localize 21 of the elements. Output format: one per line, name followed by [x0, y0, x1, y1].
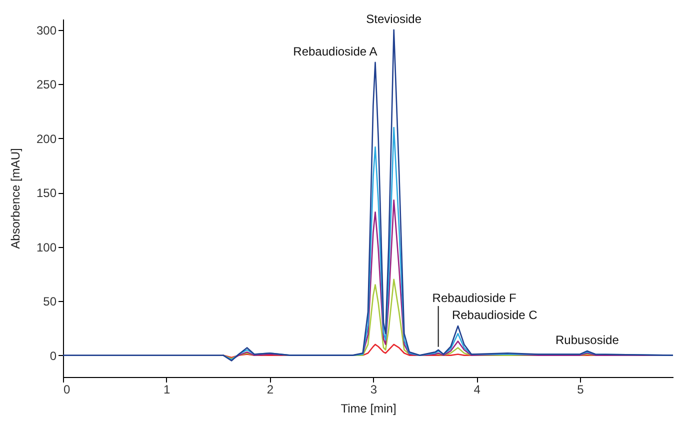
- annotation: Stevioside: [366, 12, 422, 26]
- y-tick-label: 0: [50, 348, 57, 363]
- x-tick-label: 4: [474, 382, 481, 396]
- annotation: Rebaudioside F: [432, 291, 516, 306]
- y-tick-label: 250: [36, 78, 57, 92]
- y-tick-label: 100: [36, 240, 57, 254]
- x-tick-label: 1: [164, 382, 171, 396]
- y-axis-title: Absorbence [mAU]: [8, 148, 22, 249]
- x-axis-title: Time [min]: [340, 402, 396, 416]
- line-series: [63, 29, 673, 362]
- x-tick-label: 2: [266, 382, 274, 396]
- y-tick-label: 300: [36, 23, 57, 38]
- x-tick-label: 5: [577, 382, 584, 396]
- y-tick-label: 50: [43, 294, 57, 309]
- x-tick-label: 0: [64, 382, 70, 396]
- annotation: Rebaudioside A: [293, 44, 378, 58]
- annotation: Rebaudioside C: [452, 308, 538, 322]
- annotation: Rubusoside: [556, 332, 620, 347]
- y-tick-label: 150: [36, 186, 57, 200]
- y-tick-label: 200: [36, 132, 57, 146]
- x-tick-label: 3: [370, 382, 378, 396]
